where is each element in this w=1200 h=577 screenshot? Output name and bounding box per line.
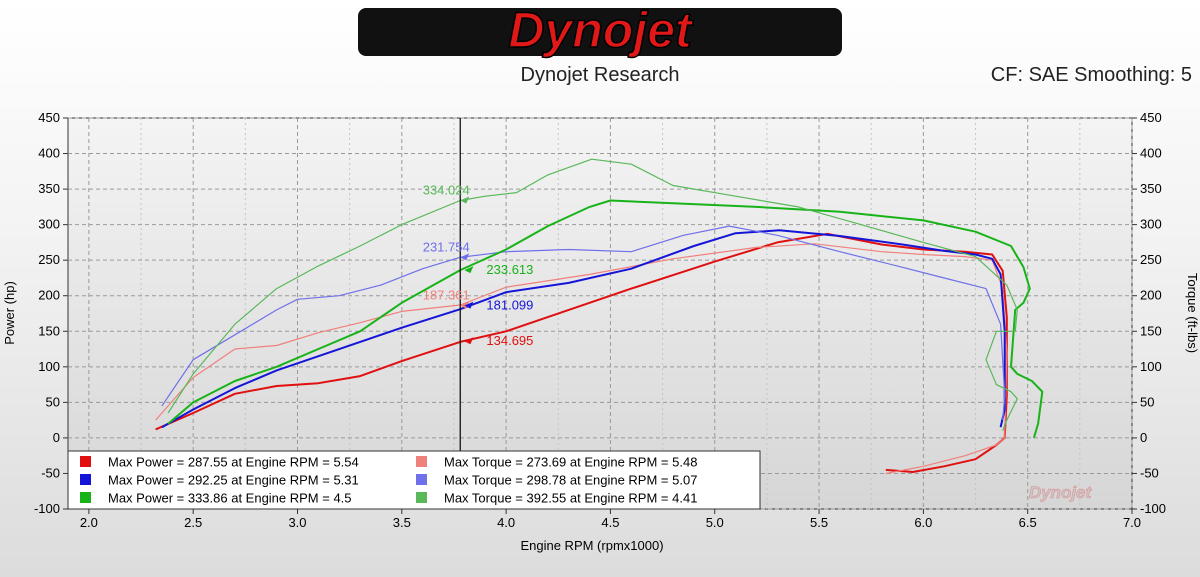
series-line-3 <box>161 229 1006 429</box>
cursor-arrow <box>460 196 470 204</box>
y-tick-label-right: 0 <box>1140 430 1147 445</box>
y-tick-label-left: -50 <box>41 465 60 480</box>
y-tick-label-left: 450 <box>38 110 60 125</box>
legend-entry: Max Torque = 392.55 at Engine RPM = 4.41 <box>444 491 697 506</box>
cursor-arrow <box>464 266 474 274</box>
y-tick-label-left: 250 <box>38 252 60 267</box>
cursor-readout: 334.024 <box>423 182 470 197</box>
y-tick-label-left: 150 <box>38 323 60 338</box>
y-tick-label-left: 100 <box>38 359 60 374</box>
legend-swatch <box>80 474 91 485</box>
legend-entry: Max Power = 287.55 at Engine RPM = 5.54 <box>108 455 359 470</box>
series-line-6 <box>167 158 1018 432</box>
y-tick-label-left: 200 <box>38 288 60 303</box>
x-tick-label: 5.5 <box>810 515 828 530</box>
dynojet-logo: Dynojet <box>358 2 842 59</box>
series-line-5 <box>167 199 1044 439</box>
x-tick-label: 3.5 <box>393 515 411 530</box>
legend-swatch <box>416 474 427 485</box>
y-tick-label-right: 350 <box>1140 181 1162 196</box>
legend-swatch <box>80 492 91 503</box>
logo-mark: Dynojet <box>358 2 842 59</box>
y-tick-label-right: 50 <box>1140 394 1154 409</box>
series-line-4 <box>161 225 1006 421</box>
series-line-2 <box>155 243 1008 475</box>
cursor-readout: 233.613 <box>486 262 533 277</box>
x-tick-label: 2.5 <box>184 515 202 530</box>
dynojet-watermark: Dynojet <box>1029 483 1093 502</box>
svg-text:Dynojet: Dynojet <box>508 2 694 58</box>
legend-swatch <box>416 456 427 467</box>
y-tick-label-left: 0 <box>53 430 60 445</box>
legend-swatch <box>416 492 427 503</box>
y-axis-right: -100 -50 0 50 100 150 200 250 300 350 400 450 <box>1132 110 1166 516</box>
cursor-readout: 231.754 <box>423 239 470 254</box>
y-tick-label-left: 400 <box>38 146 60 161</box>
x-axis-label: Engine RPM (rpmx1000) <box>520 538 663 553</box>
legend-entry: Max Power = 292.25 at Engine RPM = 5.31 <box>108 473 359 488</box>
legend-entry: Max Torque = 298.78 at Engine RPM = 5.07 <box>444 473 697 488</box>
y-tick-label-right: 200 <box>1140 288 1162 303</box>
x-tick-label: 6.5 <box>1019 515 1037 530</box>
y-tick-label-right: 400 <box>1140 146 1162 161</box>
x-tick-label: 4.0 <box>497 515 515 530</box>
legend-entry: Max Power = 333.86 at Engine RPM = 4.5 <box>108 491 352 506</box>
correction-smoothing-label: CF: SAE Smoothing: 5 <box>990 64 1192 86</box>
x-tick-label: 5.0 <box>706 515 724 530</box>
y-tick-label-left: 50 <box>46 394 60 409</box>
cursor-readout: 181.099 <box>486 298 533 313</box>
y-tick-label-left: 300 <box>38 217 60 232</box>
chart-header-title: Dynojet Research <box>520 64 680 86</box>
cursor-readout: 187.361 <box>423 288 470 303</box>
x-tick-label: 6.0 <box>914 515 932 530</box>
y-tick-label-left: -100 <box>34 501 60 516</box>
y-tick-label-left: 350 <box>38 181 60 196</box>
y-tick-label-right: -50 <box>1140 465 1159 480</box>
x-tick-label: 4.5 <box>601 515 619 530</box>
y-axis-right-label: Torque (ft-lbs) <box>1185 273 1200 353</box>
series-group <box>155 158 1044 475</box>
y-axis-left-label: Power (hp) <box>2 281 17 345</box>
legend-swatch <box>80 456 91 467</box>
cursor-readouts: 334.024 231.754 233.613 187.361 181.099 134.6… <box>423 182 534 348</box>
y-tick-label-right: 100 <box>1140 359 1162 374</box>
legend-entry: Max Torque = 273.69 at Engine RPM = 5.48 <box>444 455 697 470</box>
cursor-arrow <box>464 301 474 309</box>
cursor-arrow <box>464 337 474 345</box>
legend-box: Max Power = 287.55 at Engine RPM = 5.54 M… <box>67 450 761 510</box>
y-tick-label-right: -100 <box>1140 501 1166 516</box>
y-tick-label-right: 150 <box>1140 323 1162 338</box>
cursor-arrow <box>460 253 470 261</box>
x-tick-label: 3.0 <box>288 515 306 530</box>
x-tick-label: 7.0 <box>1123 515 1141 530</box>
y-tick-label-right: 300 <box>1140 217 1162 232</box>
x-tick-label: 2.0 <box>80 515 98 530</box>
y-tick-label-right: 250 <box>1140 252 1162 267</box>
plot-area <box>67 117 1133 510</box>
cursor-readout: 134.695 <box>486 333 533 348</box>
x-axis: 2.0 2.5 3.0 3.5 4.0 4.5 5.0 5.5 6.0 6.5 7.0 <box>80 509 1141 530</box>
y-axis-left: -100 -50 0 50 100 150 200 250 300 350 400 450 <box>34 110 68 516</box>
y-tick-label-right: 450 <box>1140 110 1162 125</box>
